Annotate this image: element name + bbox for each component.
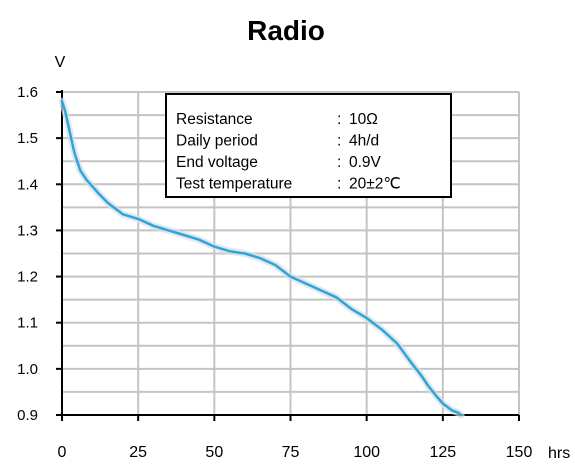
data-point: [73, 151, 75, 153]
data-point: [457, 411, 459, 414]
y-tick-label: 1.3: [17, 222, 38, 239]
x-tick-label: 125: [429, 444, 456, 459]
chart-title: Radio: [247, 15, 325, 46]
legend-row-separator: :: [337, 176, 341, 193]
data-point: [137, 218, 139, 220]
data-point: [213, 245, 216, 248]
y-tick-label: 1.4: [17, 176, 38, 193]
y-tick-label: 0.9: [17, 407, 38, 424]
y-tick-label: 1.5: [17, 130, 38, 147]
axes: 0.9 1.0 1.1 1.2 1.3 1.4 1.5 1.6 0 25 50 75 100 125 150: [17, 84, 533, 461]
legend-row-separator: :: [337, 133, 341, 150]
data-point: [381, 328, 383, 331]
y-axis-label: V: [55, 54, 66, 71]
data-point: [289, 275, 292, 278]
data-point: [85, 178, 88, 181]
legend-row-value: 0.9V: [349, 154, 382, 171]
x-tick-label: 0: [58, 444, 67, 459]
data-point: [435, 395, 438, 398]
series-layer: [58, 97, 465, 419]
data-point: [396, 342, 398, 345]
data-point: [274, 264, 277, 266]
legend-row-value: 10Ω: [349, 111, 378, 128]
data-point: [152, 225, 155, 227]
x-tick-label: 75: [282, 444, 300, 459]
y-tick-label: 1.2: [17, 269, 38, 286]
legend-row-value: 4h/d: [349, 133, 379, 150]
legend-row-label: Daily period: [176, 133, 258, 150]
data-point: [91, 185, 94, 188]
data-point: [426, 384, 429, 386]
data-point: [79, 169, 82, 172]
data-point: [420, 374, 423, 377]
data-point: [183, 234, 185, 236]
y-tick-label: 1.6: [17, 84, 38, 101]
legend-row-label: Test temperature: [176, 176, 292, 193]
data-point: [198, 238, 200, 241]
y-tick-label: 1.0: [17, 361, 38, 378]
legend-row-separator: :: [337, 154, 341, 171]
data-point: [67, 123, 69, 126]
legend-row-label: End voltage: [176, 154, 258, 171]
x-axis-label: hrs: [548, 445, 570, 459]
data-point: [228, 250, 231, 252]
x-tick-label: 25: [129, 444, 147, 459]
data-point: [411, 363, 414, 366]
x-tick-label: 50: [205, 444, 223, 459]
data-point: [76, 160, 79, 163]
data-point: [451, 409, 453, 412]
legend-row-value: 20±2℃: [349, 176, 401, 193]
legend-row-label: Resistance: [176, 111, 253, 128]
y-tick-label: 1.1: [17, 315, 38, 332]
data-point: [122, 213, 124, 216]
data-point: [116, 208, 118, 211]
legend-frame: [165, 93, 452, 198]
data-point: [64, 109, 66, 112]
data-point: [97, 192, 100, 195]
legend-row-separator: :: [337, 111, 341, 128]
data-point: [61, 100, 63, 103]
data-point: [304, 282, 307, 285]
x-tick-label: 100: [353, 444, 380, 459]
data-point: [244, 252, 246, 255]
data-point: [320, 289, 322, 292]
data-point: [106, 201, 109, 204]
x-tick-label: 150: [506, 444, 533, 459]
data-point: [167, 229, 170, 232]
data-point: [70, 137, 72, 139]
data-point: [259, 257, 261, 259]
data-point: [350, 308, 353, 310]
data-point: [442, 402, 444, 405]
data-point: [365, 317, 368, 319]
data-point: [335, 296, 338, 299]
data-point: [460, 414, 462, 416]
